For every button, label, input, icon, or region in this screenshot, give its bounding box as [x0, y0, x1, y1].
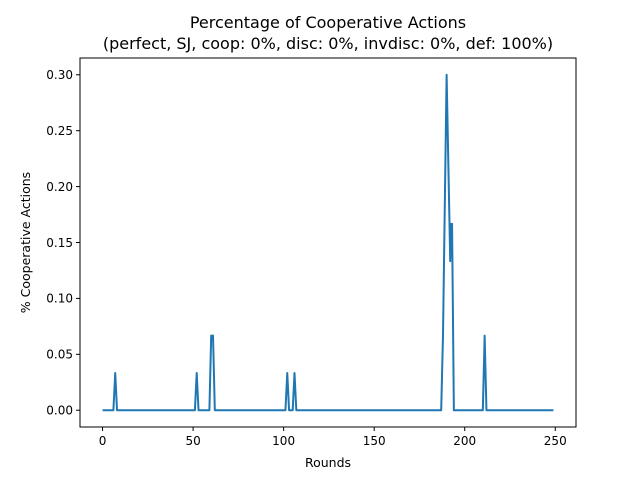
x-tick-label: 150: [363, 434, 386, 448]
x-tick-label: 200: [453, 434, 476, 448]
series-layer: [102, 73, 554, 412]
y-tick-label: 0.20: [46, 180, 73, 194]
x-axis-label: Rounds: [305, 455, 351, 470]
y-axis-label: % Cooperative Actions: [18, 172, 33, 313]
chart-title: Percentage of Cooperative Actions: [190, 13, 466, 32]
plot-frame: [79, 57, 577, 428]
x-tick-label: 0: [99, 434, 107, 448]
y-tick-label: 0.00: [46, 404, 73, 418]
y-axis-ticks: 0.00 0.05 0.10 0.15 0.20 0.25 0.30: [46, 68, 80, 418]
y-tick-label: 0.05: [46, 348, 73, 362]
x-tick-label: 250: [544, 434, 567, 448]
x-axis-ticks: 0 50 100 150 200 250: [99, 427, 567, 448]
chart-subtitle: (perfect, SJ, coop: 0%, disc: 0%, invdis…: [103, 34, 553, 53]
series-line: [102, 73, 554, 412]
y-tick-label: 0.25: [46, 124, 73, 138]
y-tick-label: 0.10: [46, 292, 73, 306]
y-tick-label: 0.30: [46, 68, 73, 82]
x-tick-label: 100: [272, 434, 295, 448]
x-tick-label: 50: [185, 434, 200, 448]
y-tick-label: 0.15: [46, 236, 73, 250]
